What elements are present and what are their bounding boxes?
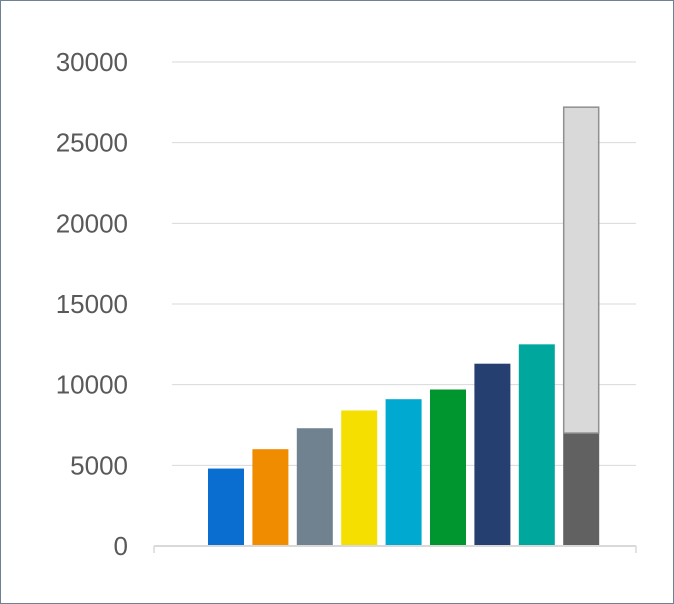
bar bbox=[252, 449, 289, 546]
bar bbox=[563, 433, 600, 546]
bar bbox=[518, 344, 555, 546]
bar bbox=[296, 428, 333, 546]
y-axis: 0 5000 10000 15000 20000 25000 30000 bbox=[56, 47, 128, 561]
y-tick-label: 5000 bbox=[70, 450, 128, 480]
bar bbox=[474, 363, 511, 546]
bar bbox=[341, 410, 378, 546]
bar bbox=[430, 389, 466, 546]
bar-stacked-segment bbox=[562, 106, 600, 434]
bars bbox=[208, 106, 600, 546]
x-axis bbox=[153, 545, 637, 553]
gridlines bbox=[172, 61, 636, 466]
y-tick-label: 20000 bbox=[56, 208, 128, 238]
y-tick-label: 25000 bbox=[56, 128, 128, 158]
bar bbox=[385, 399, 422, 546]
y-tick-label: 30000 bbox=[56, 47, 128, 77]
y-tick-label: 15000 bbox=[56, 289, 128, 319]
bar bbox=[208, 468, 244, 546]
y-tick-label: 10000 bbox=[56, 370, 128, 400]
y-tick-label: 0 bbox=[114, 531, 128, 561]
